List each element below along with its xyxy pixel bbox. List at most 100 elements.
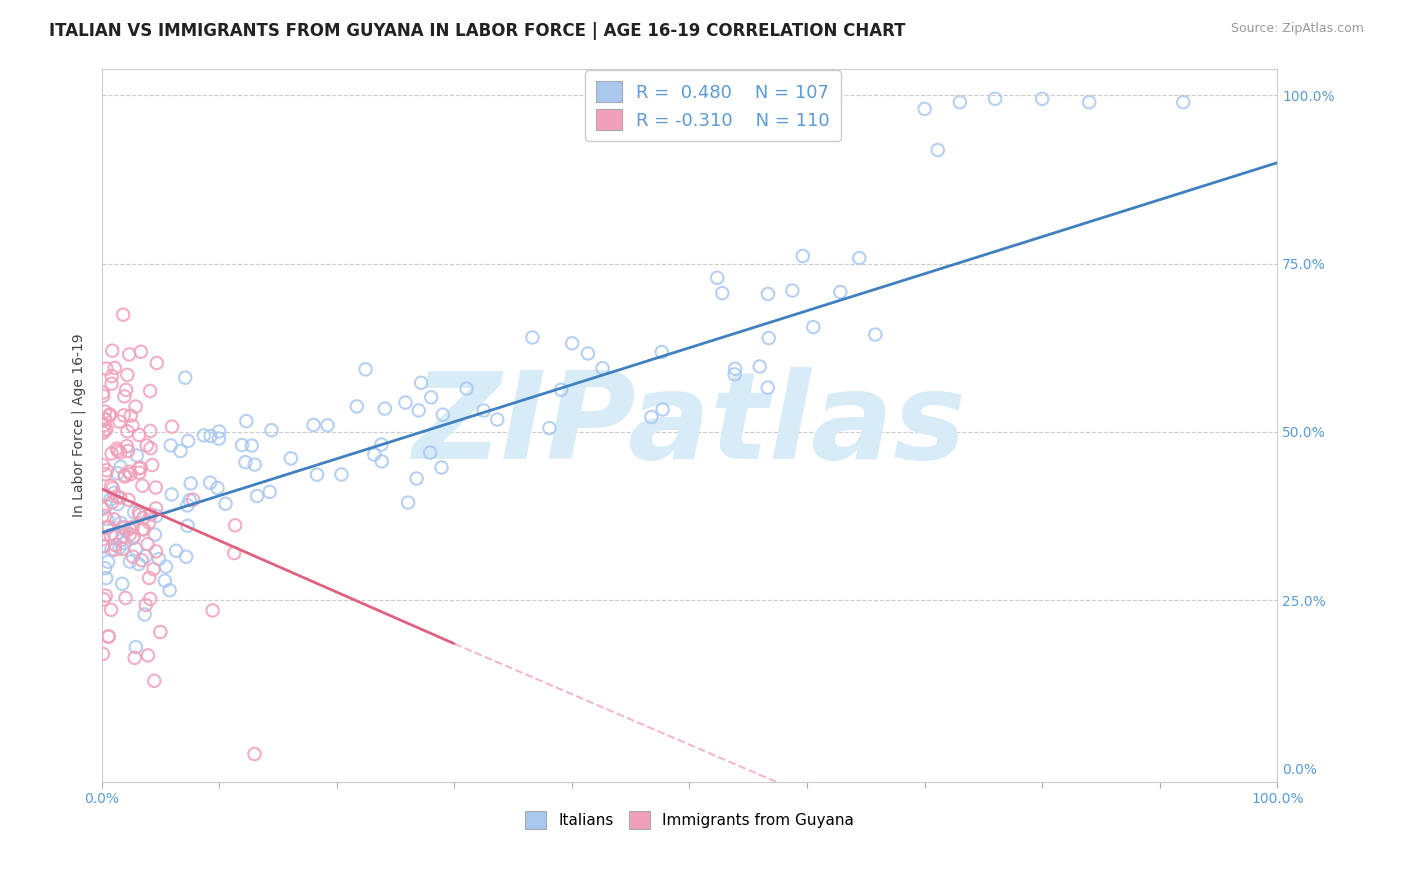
Point (346, 400, 368, 414)
Point (782, 284, 804, 298)
Point (927, 143, 949, 157)
Point (408, 403, 430, 417)
Point (105, 442, 128, 456)
Point (165, 543, 187, 558)
Point (472, 403, 495, 417)
Point (145, 356, 167, 370)
Point (243, 747, 266, 761)
Point (118, 555, 141, 569)
Point (1173, 95, 1195, 110)
Point (576, 346, 599, 360)
Point (101, 481, 124, 495)
Point (120, 409, 142, 423)
Point (176, 499, 198, 513)
Point (138, 516, 160, 530)
Point (103, 512, 125, 526)
Point (305, 467, 328, 482)
Point (114, 591, 136, 605)
Point (149, 625, 172, 640)
Point (143, 673, 166, 688)
Point (97, 630, 120, 644)
Point (91, 532, 114, 546)
Point (98, 409, 121, 423)
Point (91, 385, 114, 400)
Point (91, 647, 114, 661)
Point (561, 336, 583, 351)
Point (101, 343, 124, 358)
Point (136, 648, 159, 663)
Point (159, 583, 181, 598)
Point (97, 520, 120, 534)
Point (865, 327, 887, 342)
Point (101, 495, 124, 509)
Point (153, 574, 176, 588)
Point (208, 425, 231, 439)
Point (758, 331, 780, 345)
Point (93, 412, 115, 426)
Point (118, 527, 141, 541)
Point (1031, 92, 1053, 106)
Point (419, 445, 441, 459)
Point (651, 345, 673, 359)
Point (235, 455, 257, 469)
Point (100, 603, 122, 617)
Point (94, 404, 117, 418)
Point (135, 438, 157, 452)
Point (110, 459, 132, 474)
Point (914, 102, 936, 116)
Point (984, 92, 1007, 106)
Point (550, 383, 572, 397)
Point (114, 469, 136, 483)
Point (134, 607, 156, 622)
Point (706, 270, 728, 285)
Point (100, 369, 122, 384)
Point (96, 422, 118, 436)
Point (118, 347, 141, 361)
Point (145, 508, 167, 523)
Point (117, 492, 139, 507)
Point (160, 419, 183, 434)
Point (302, 417, 325, 432)
Point (371, 454, 394, 468)
Point (135, 549, 157, 563)
Point (522, 330, 544, 344)
Point (125, 449, 148, 463)
Point (117, 368, 139, 382)
Point (91, 389, 114, 403)
Point (214, 497, 236, 511)
Point (110, 533, 132, 548)
Point (122, 505, 145, 519)
Point (280, 451, 302, 466)
Point (120, 467, 142, 482)
Point (139, 384, 162, 398)
Point (143, 527, 166, 541)
Point (94, 561, 117, 575)
Point (110, 516, 132, 530)
Point (420, 390, 443, 404)
Point (177, 434, 200, 448)
Point (179, 493, 201, 508)
Point (1078, 95, 1101, 110)
Point (243, 458, 266, 472)
Point (711, 286, 734, 301)
Point (112, 409, 135, 423)
Point (128, 557, 150, 571)
Point (107, 490, 129, 504)
Point (592, 361, 614, 376)
Point (94, 424, 117, 438)
Point (141, 458, 163, 472)
Point (169, 444, 191, 458)
Point (100, 446, 122, 460)
Point (129, 461, 152, 475)
Point (108, 415, 131, 429)
Point (128, 428, 150, 442)
Point (96, 571, 118, 585)
Point (107, 497, 129, 511)
Point (128, 466, 150, 480)
Point (128, 508, 150, 522)
Point (207, 481, 229, 495)
Point (370, 437, 392, 451)
Point (97, 629, 120, 643)
Point (104, 529, 127, 543)
Point (181, 492, 204, 507)
